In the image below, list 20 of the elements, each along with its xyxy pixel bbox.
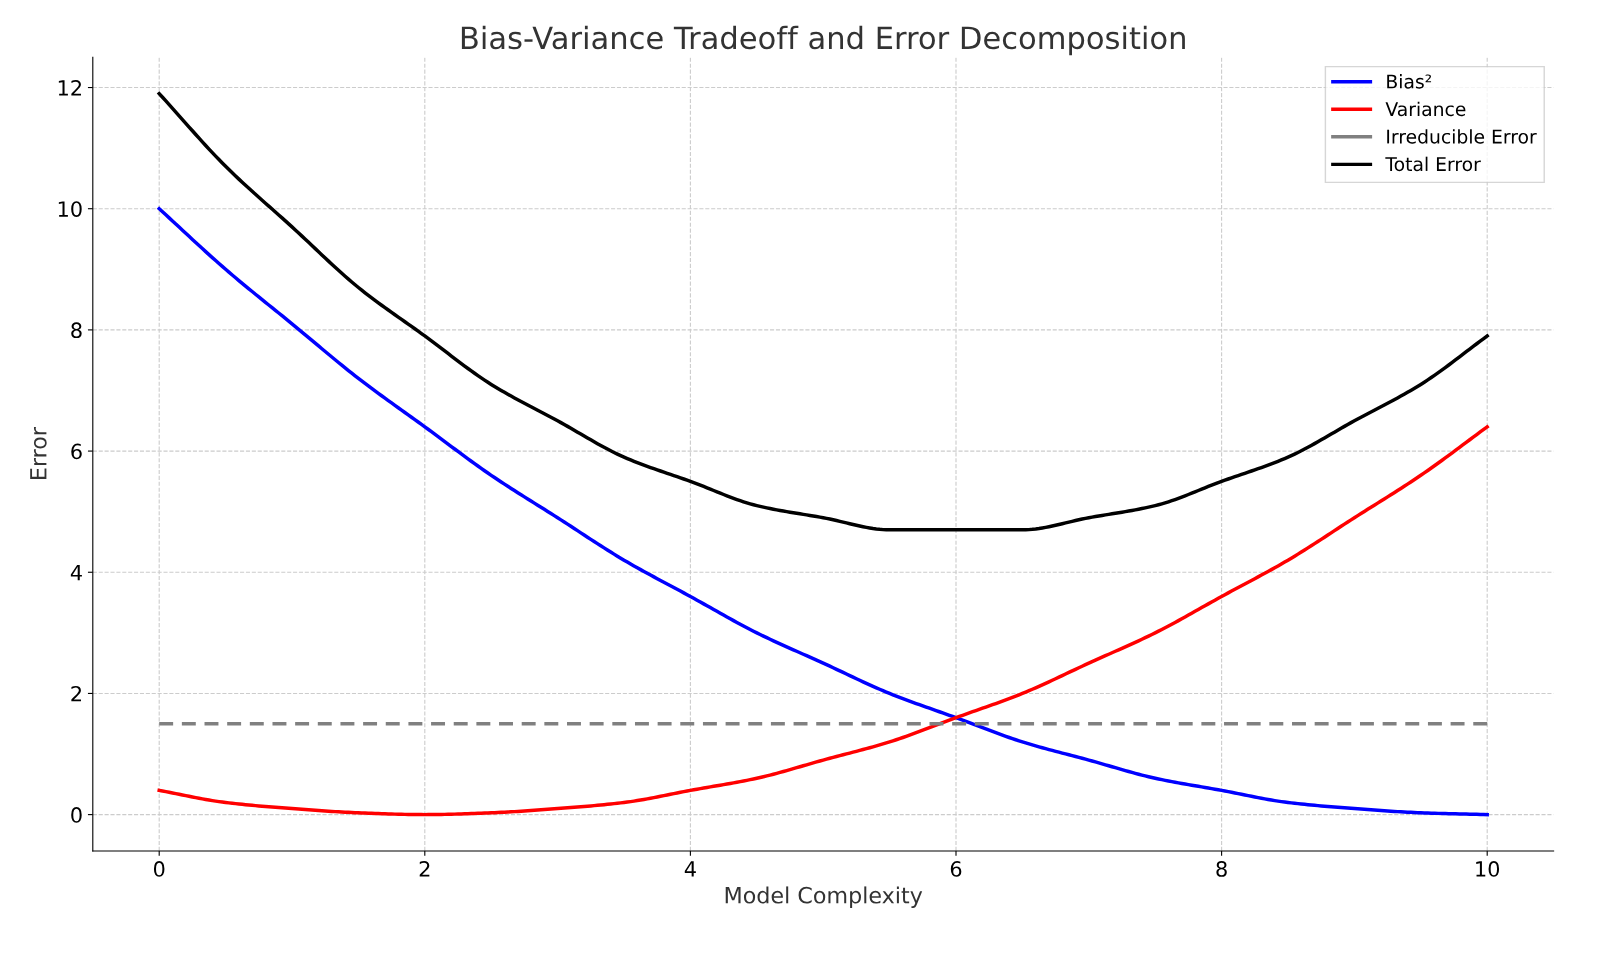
x-axis-title: Model Complexity: [725, 886, 923, 908]
y-tick-label: 0: [71, 807, 82, 823]
legend-label: Variance: [1385, 101, 1466, 117]
x-tick-label: 0: [153, 861, 165, 877]
y-tick-label: 8: [71, 322, 82, 339]
y-tick-label: 10: [58, 201, 82, 217]
x-tick-label: 10: [1476, 861, 1500, 877]
legend-label: Irreducible Error: [1387, 129, 1537, 144]
legend-label: Total Error: [1385, 156, 1481, 172]
x-tick-label: 2: [419, 861, 430, 877]
y-axis-title: Error: [30, 427, 47, 479]
chart-title: Bias-Variance Tradeoff and Error Decomposition: [461, 25, 1185, 56]
x-tick-label: 4: [684, 861, 696, 877]
y-tick-label: 4: [70, 564, 82, 581]
x-tick-label: 8: [1216, 861, 1227, 877]
legend-label: Bias²: [1387, 74, 1432, 89]
y-tick-label: 6: [71, 443, 82, 460]
x-tick-label: 6: [950, 861, 962, 877]
y-tick-label: 12: [58, 79, 81, 96]
y-tick-label: 2: [71, 685, 81, 702]
